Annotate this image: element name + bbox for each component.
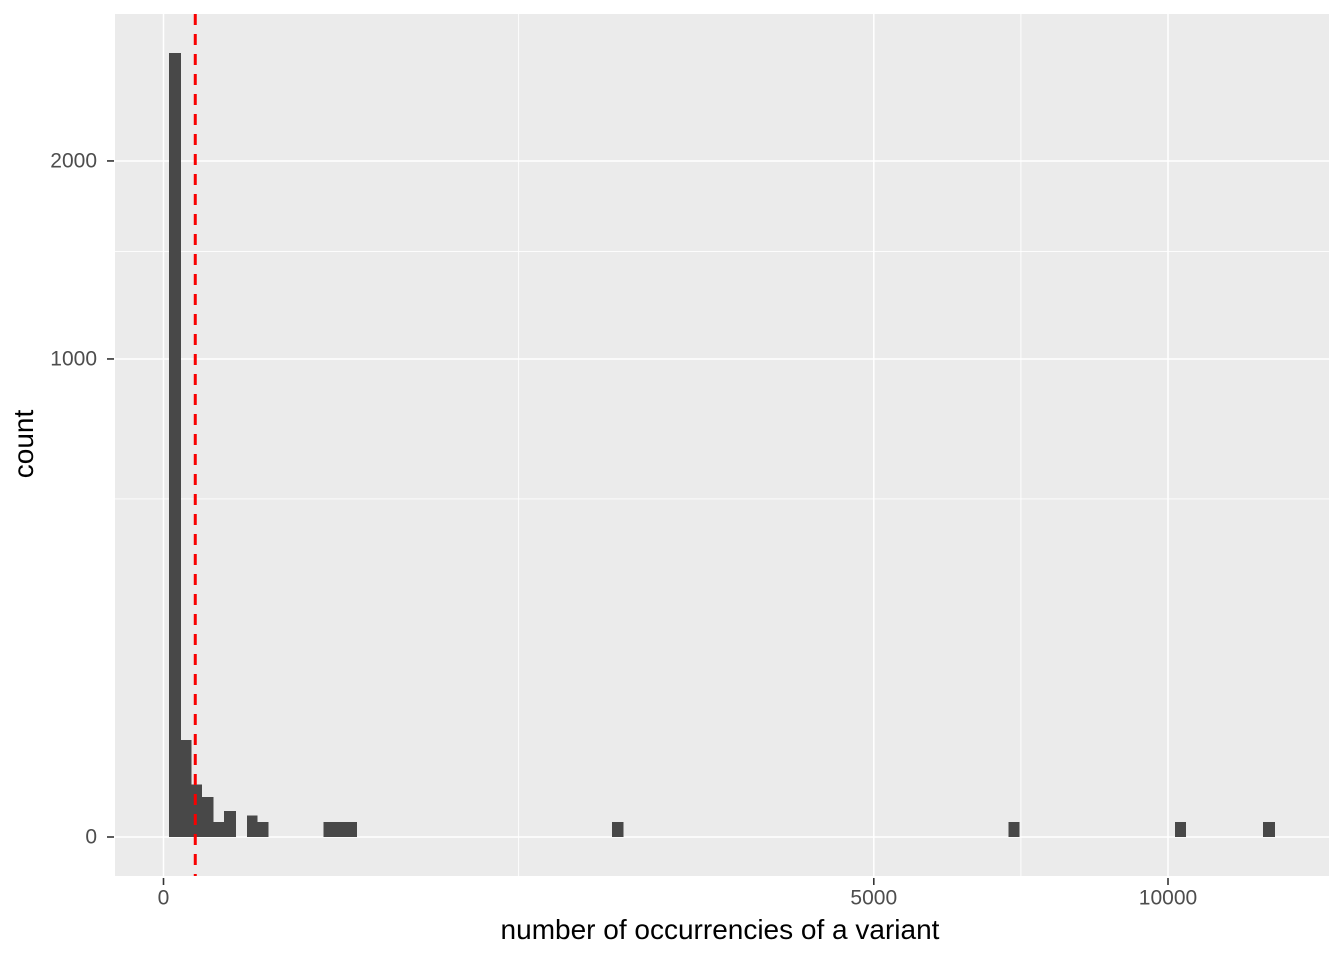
histogram-bar	[1263, 821, 1275, 837]
histogram-bar	[191, 784, 202, 837]
histogram-bar	[180, 740, 192, 837]
x-tick-label: 0	[157, 886, 170, 910]
y-tick-label: 2000	[50, 149, 97, 173]
x-axis-title: number of occurrencies of a variant	[500, 914, 940, 945]
histogram-bar	[1008, 821, 1020, 837]
histogram-bar	[1174, 821, 1186, 837]
y-axis-title: count	[8, 409, 39, 479]
histogram-bar	[257, 821, 269, 837]
histogram-bar	[169, 52, 181, 838]
x-tick-label: 5000	[850, 886, 898, 910]
x-tick-label: 10000	[1138, 886, 1198, 910]
histogram-bar	[611, 821, 624, 837]
histogram-bar	[224, 810, 237, 837]
y-tick-label: 0	[85, 825, 97, 849]
panel-background	[115, 14, 1329, 876]
histogram-bar	[201, 797, 214, 837]
y-tick-label: 1000	[50, 347, 97, 371]
histogram-bar	[213, 821, 225, 837]
histogram-bar	[323, 821, 358, 837]
histogram-bar	[246, 815, 258, 837]
